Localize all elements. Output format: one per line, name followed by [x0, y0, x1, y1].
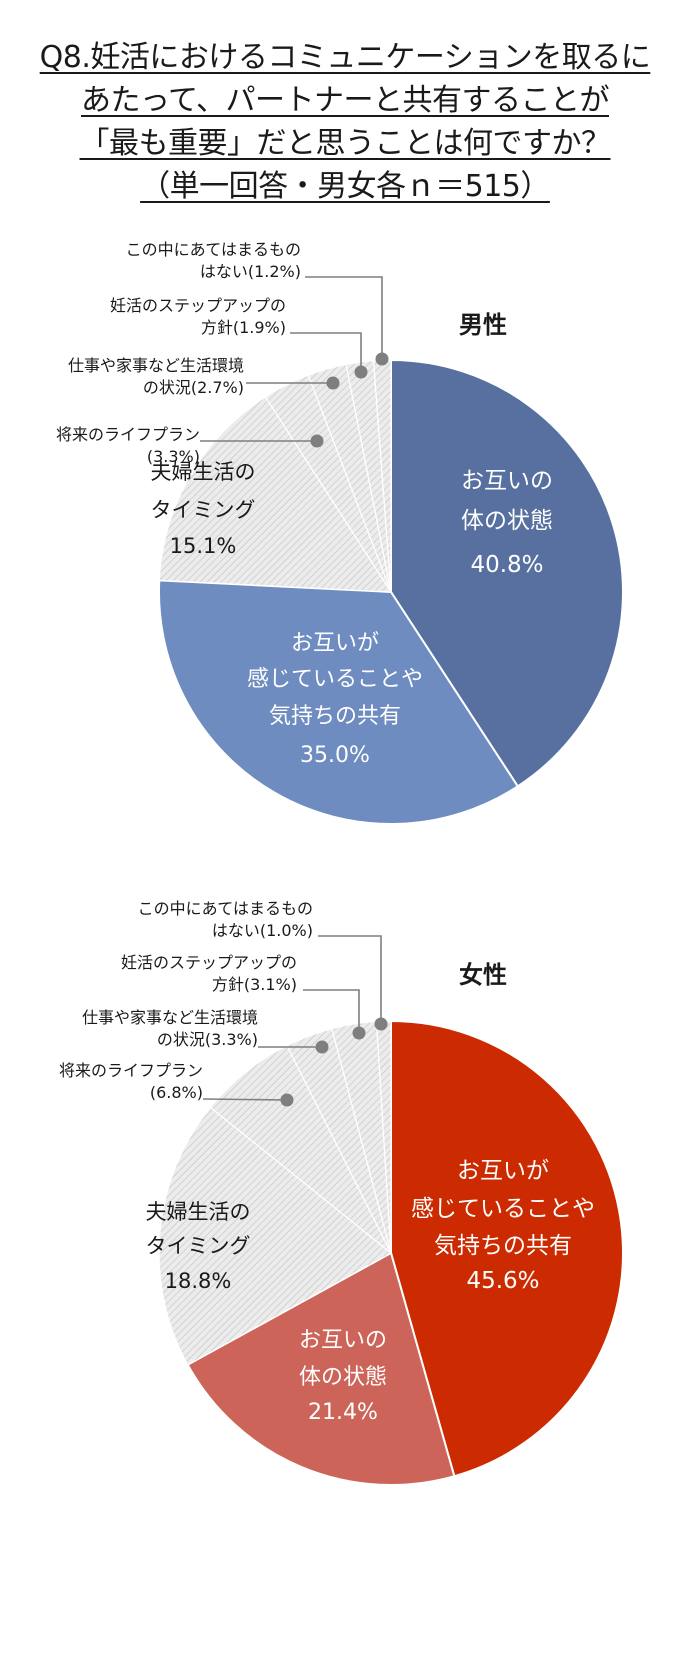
female-slice-label: 気持ちの共有 [434, 1233, 572, 1259]
female-callout-label: はない(1.0%) [212, 921, 313, 940]
male-slice-1 [157, 579, 520, 825]
male-callout-label: 方針(1.9%) [201, 318, 286, 337]
female-chart-title: 女性 [459, 961, 507, 989]
male-callout-label: はない(1.2%) [200, 262, 301, 281]
male-slice-value: 40.8% [470, 552, 543, 578]
male-slice-label: お互いが [291, 631, 379, 656]
male-slice-label: 体の状態 [461, 508, 553, 534]
female-leader-line [303, 989, 360, 1033]
male-slice-label: 気持ちの共有 [269, 704, 401, 729]
female-leader-dot [280, 1093, 294, 1107]
male-chart-title: 男性 [459, 311, 507, 339]
female-slice-label: タイミング [146, 1234, 251, 1258]
female-leader-dot [315, 1040, 329, 1054]
male-slice-value: 15.1% [170, 534, 237, 558]
male-slice-2 [158, 396, 393, 593]
female-leader-dot [374, 1017, 388, 1031]
male-callout-label: この中にあてはまるもの [126, 240, 301, 259]
female-callout-label: の状況(3.3%) [157, 1030, 258, 1049]
female-callout-label: この中にあてはまるもの [138, 899, 313, 918]
female-slice-0 [390, 1019, 624, 1478]
male-leader-line [305, 276, 383, 359]
female-slice-2 [158, 1106, 393, 1366]
male-leader-dot [354, 365, 368, 379]
female-leader-dot [352, 1026, 366, 1040]
male-callout-label: 妊活のステップアップの [110, 296, 286, 315]
female-callout-label: 将来のライフプラン [59, 1061, 203, 1080]
female-callout-label: 方針(3.1%) [212, 975, 297, 994]
female-slice-label: 夫婦生活の [146, 1200, 251, 1224]
male-leader-dot [326, 376, 340, 390]
male-slice-label: 感じていることや [247, 667, 423, 692]
male-callout-label: の状況(2.7%) [143, 378, 244, 397]
female-slice-value: 45.6% [466, 1268, 539, 1294]
female-slice-1 [186, 1251, 456, 1486]
male-callout-label: 仕事や家事など生活環境 [68, 356, 244, 375]
female-leader-line [202, 1098, 288, 1101]
female-slice-value: 21.4% [308, 1400, 378, 1425]
title-line: あたって、パートナーと共有することが [81, 83, 610, 118]
female-callout-label: 妊活のステップアップの [121, 953, 297, 972]
male-callout-label: 将来のライフプラン [56, 425, 200, 444]
female-slice-value: 18.8% [165, 1269, 232, 1293]
title-line: Q8.妊活におけるコミュニケーションを取るに [39, 40, 651, 75]
male-slice-label: お互いの [461, 468, 553, 494]
female-slice-label: お互いが [457, 1158, 549, 1184]
male-slice-label: タイミング [151, 498, 256, 522]
male-slice-value: 35.0% [300, 743, 370, 768]
title-line: 「最も重要」だと思うことは何ですか？ [79, 126, 612, 161]
female-callout-label: (6.8%) [150, 1083, 203, 1102]
female-slice-label: お互いの [299, 1328, 387, 1353]
male-leader-line [290, 332, 362, 372]
title-line: （単一回答・男女各ｎ＝515） [140, 169, 550, 204]
female-slice-label: 体の状態 [299, 1365, 387, 1390]
male-slice-label: 夫婦生活の [151, 460, 256, 484]
male-leader-dot [310, 434, 324, 448]
chart-title: Q8.妊活におけるコミュニケーションを取るに あたって、パートナーと共有すること… [0, 36, 690, 208]
female-slice-label: 感じていることや [411, 1196, 595, 1222]
male-callout-label: (3.3%) [147, 447, 200, 466]
female-callout-label: 仕事や家事など生活環境 [82, 1008, 258, 1027]
female-leader-line [318, 935, 382, 1024]
male-leader-dot [375, 352, 389, 366]
